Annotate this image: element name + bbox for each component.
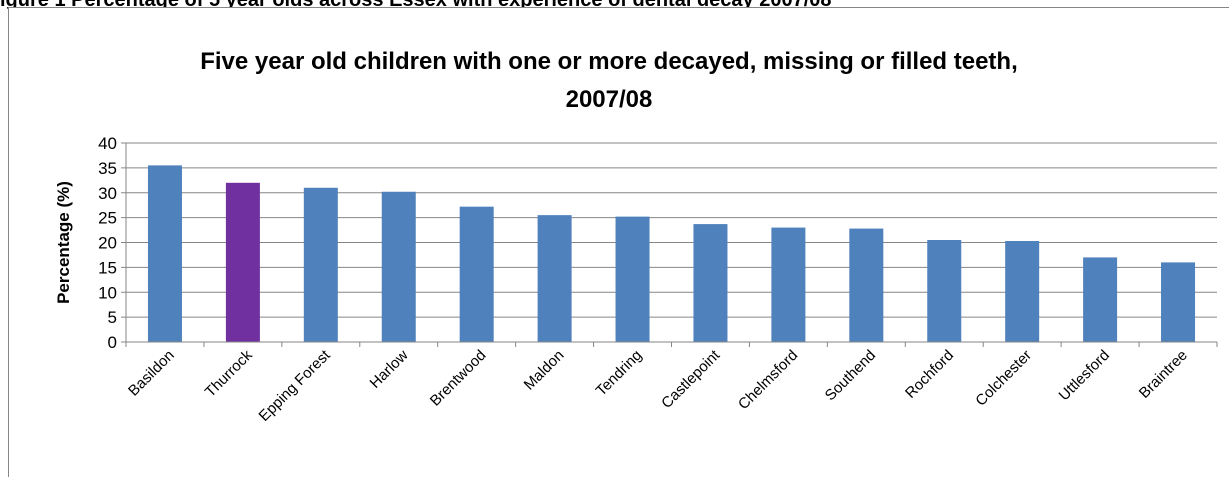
- x-tick-label: Basildon: [125, 347, 178, 400]
- x-tick-label: Epping Forest: [256, 346, 335, 425]
- y-tick-label: 5: [108, 308, 117, 327]
- figure-caption: igure 1 Percentage of 5 year olds across…: [0, 0, 832, 11]
- chart-title-line-1: Five year old children with one or more …: [200, 48, 1018, 75]
- x-tick-label: Southend: [822, 347, 879, 404]
- x-tick-label: Brentwood: [427, 347, 490, 410]
- y-tick-label: 0: [108, 333, 117, 352]
- y-tick-label: 40: [98, 134, 117, 153]
- y-tick-label: 10: [98, 283, 117, 302]
- x-tick-label: Braintree: [1136, 347, 1191, 402]
- bar-southend: [849, 228, 884, 342]
- chart-title-line-2: 2007/08: [565, 86, 653, 113]
- y-tick-label: 35: [98, 159, 117, 178]
- x-tick-label: Chelmsford: [735, 347, 801, 413]
- bar-basildon: [147, 165, 182, 342]
- x-tick-label: Castlepoint: [658, 346, 724, 412]
- bar-braintree: [1161, 262, 1196, 342]
- x-tick-label: Thurrock: [202, 346, 256, 400]
- bar-castlepoint: [693, 224, 728, 342]
- bar-rochford: [927, 240, 962, 342]
- x-tick-label: Maldon: [521, 347, 568, 394]
- bar-brentwood: [459, 206, 494, 342]
- bar-colchester: [1005, 241, 1040, 342]
- bar-thurrock: [225, 182, 260, 342]
- x-tick-label: Harlow: [367, 347, 412, 392]
- x-tick-label: Rochford: [902, 347, 957, 402]
- bar-epping-forest: [303, 187, 338, 342]
- bar-chart: 0 5 10 15 20 25 30 35 40 Percentage (%) Basildon Th…: [54, 134, 1218, 425]
- y-axis-label: Percentage (%): [54, 181, 73, 304]
- chart-frame: Five year old children with one or more …: [8, 7, 1229, 477]
- y-tick-label: 20: [98, 234, 117, 253]
- x-tick-label: Uttlesford: [1056, 347, 1113, 404]
- y-tick-label: 30: [98, 184, 117, 203]
- bar-tendring: [615, 216, 650, 342]
- bar-uttlesford: [1083, 257, 1118, 342]
- y-tick-label: 15: [98, 258, 117, 277]
- x-tick-label: Tendring: [593, 347, 646, 400]
- bar-maldon: [537, 215, 572, 342]
- bar-harlow: [381, 191, 416, 342]
- y-tick-label: 25: [98, 209, 117, 228]
- x-tick-label: Colchester: [972, 347, 1035, 410]
- bar-chelmsford: [771, 227, 806, 342]
